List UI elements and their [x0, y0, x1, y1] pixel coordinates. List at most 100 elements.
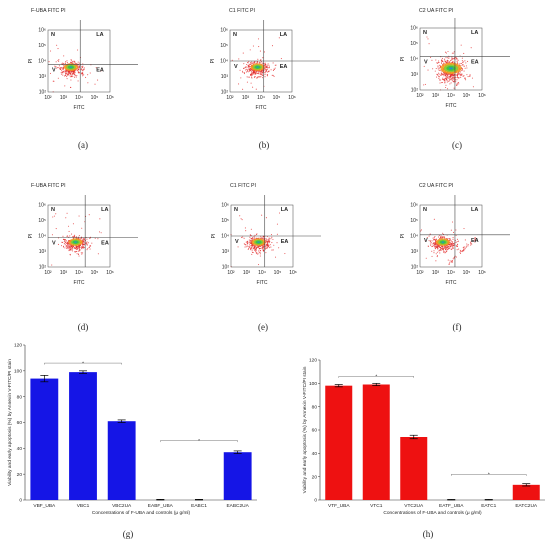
- event-dot: [470, 242, 472, 244]
- x-tick-label: 10³: [243, 270, 251, 276]
- y-tick-label: 10⁶: [221, 203, 229, 209]
- event-dot: [264, 69, 266, 71]
- x-tick-label: 10⁵: [273, 95, 281, 101]
- event-dot: [94, 83, 96, 85]
- event-dot: [266, 74, 268, 76]
- event-dot: [247, 62, 249, 64]
- event-dot: [449, 238, 451, 240]
- event-dot: [453, 74, 455, 76]
- quadrant-label: V: [235, 239, 239, 245]
- event-dot: [265, 70, 267, 72]
- event-dot: [75, 76, 77, 78]
- event-dot: [428, 240, 430, 242]
- y-tick-label: 60: [17, 420, 23, 426]
- event-dot: [270, 238, 272, 240]
- event-dot: [70, 71, 72, 73]
- event-dot: [64, 63, 66, 65]
- event-dot: [81, 239, 83, 241]
- event-dot: [55, 61, 57, 63]
- event-dot: [86, 249, 88, 251]
- y-axis-label: PI: [211, 234, 217, 239]
- event-dot: [250, 247, 252, 249]
- bar-EABC2UA: [223, 452, 252, 500]
- event-dot: [70, 60, 72, 62]
- event-dot: [440, 73, 443, 75]
- event-dot: [261, 246, 263, 248]
- event-dot: [453, 242, 455, 245]
- event-dot: [246, 68, 248, 70]
- event-dot: [270, 246, 272, 248]
- event-dot: [247, 242, 249, 244]
- flow-events: [231, 37, 282, 90]
- event-dot: [275, 64, 277, 66]
- event-dot: [75, 248, 77, 251]
- event-dot: [446, 76, 448, 78]
- event-dot: [237, 246, 239, 248]
- event-dot: [271, 74, 273, 76]
- event-dot: [452, 74, 454, 76]
- event-dot: [248, 246, 250, 248]
- event-dot: [79, 246, 81, 248]
- event-dot: [246, 66, 248, 68]
- event-dot: [452, 238, 454, 240]
- event-dot: [265, 240, 267, 242]
- event-dot: [74, 234, 76, 236]
- event-dot: [255, 251, 257, 253]
- flow-axes-frame: [419, 204, 483, 268]
- event-dot: [78, 255, 80, 257]
- event-dot: [83, 68, 85, 71]
- event-dot: [465, 245, 467, 247]
- event-dot: [455, 74, 457, 76]
- event-dot: [76, 253, 78, 255]
- event-dot: [463, 52, 465, 55]
- event-dot: [69, 253, 71, 255]
- event-dot: [81, 69, 83, 71]
- event-dot: [431, 59, 433, 61]
- event-dot: [257, 38, 260, 40]
- event-dot: [239, 215, 241, 217]
- x-tick-label: 10⁵: [463, 93, 471, 99]
- event-dot: [257, 252, 259, 254]
- event-dot: [70, 72, 72, 74]
- event-dot: [86, 244, 88, 246]
- event-dot: [438, 250, 440, 252]
- event-dot: [269, 244, 271, 246]
- event-dot: [447, 247, 449, 249]
- bar-panel-g: 0 20 40 60 80 100 120 VBF_UBA VBC1 VBC2UA EABF_UBA…: [7, 343, 257, 539]
- y-tick-label: 10⁶: [410, 26, 418, 32]
- y-tick-label: 10⁴: [220, 59, 228, 65]
- event-dot: [257, 263, 260, 266]
- event-dot: [451, 248, 453, 250]
- event-dot: [451, 221, 454, 223]
- event-dot: [265, 244, 267, 246]
- event-dot: [64, 74, 67, 76]
- event-dot: [67, 225, 70, 227]
- event-dot: [70, 233, 73, 235]
- event-dot: [447, 246, 449, 248]
- x-tick-label: 10³: [60, 95, 68, 101]
- event-dot: [265, 72, 267, 74]
- quadrant-label: EA: [280, 64, 288, 70]
- event-dot: [272, 69, 274, 72]
- event-dot: [249, 244, 251, 246]
- y-tick-label: 10⁶: [38, 28, 46, 34]
- event-dot: [257, 76, 259, 78]
- event-dot: [451, 52, 453, 54]
- event-dot: [444, 81, 446, 83]
- event-dot: [429, 233, 431, 235]
- event-dot: [274, 67, 276, 69]
- event-dot: [461, 67, 463, 69]
- event-dot: [67, 71, 69, 73]
- event-dot: [444, 247, 446, 249]
- event-dot: [442, 232, 444, 234]
- panel-caption: (c): [452, 140, 462, 150]
- x-tick-label: 10⁶: [478, 270, 486, 276]
- event-dot: [425, 257, 427, 259]
- event-dot: [456, 59, 458, 61]
- event-dot: [453, 78, 455, 80]
- event-dot: [81, 253, 83, 255]
- quadrant-label: N: [51, 207, 55, 213]
- event-dot: [70, 79, 72, 81]
- event-dot: [66, 60, 68, 62]
